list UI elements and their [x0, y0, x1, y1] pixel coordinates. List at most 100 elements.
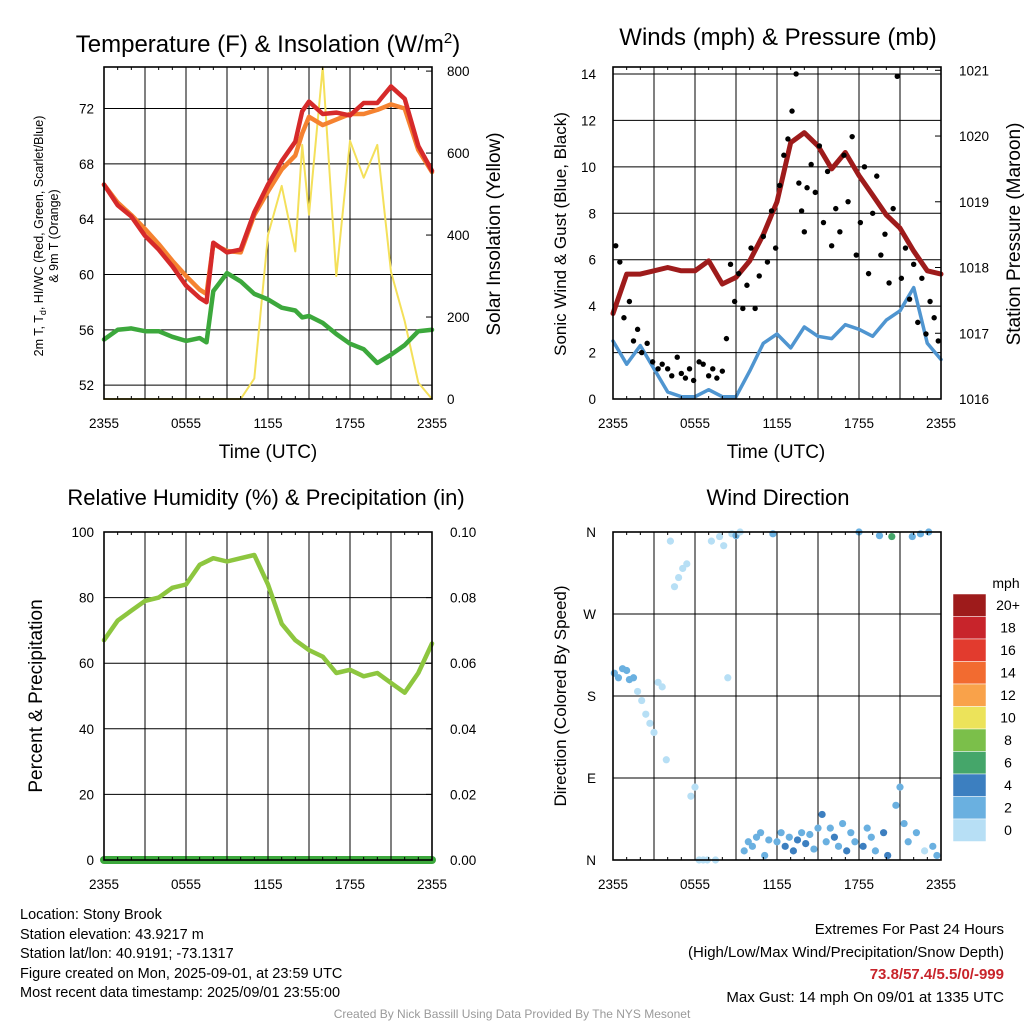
winds-x-axis-label: Time (UTC) — [727, 442, 826, 463]
dir-x-tick-label: 0555 — [680, 877, 710, 892]
dir-legend-swatch — [952, 661, 987, 685]
rh-y-tick-label: 40 — [79, 722, 94, 737]
dir-x-tick-label: 1155 — [762, 877, 791, 892]
dir-legend-label: 0 — [1004, 822, 1012, 838]
winds-gust-point — [690, 377, 697, 384]
dir-scatter-point — [638, 696, 646, 705]
dir-legend-label: 12 — [1000, 687, 1016, 703]
rh-y2-tick-label: 0.06 — [450, 656, 476, 671]
dir-legend-label: 2 — [1004, 800, 1012, 816]
dir-scatter-point — [670, 583, 679, 591]
dir-scatter-point — [912, 829, 921, 837]
winds-gust-point — [748, 245, 754, 251]
rh-y-axis-label: Percent & Precipitation — [26, 599, 47, 792]
dir-scatter-point — [761, 851, 769, 860]
dir-legend-label: 6 — [1004, 755, 1012, 771]
temp-y-axis-line-1: 2m T, T — [32, 315, 46, 357]
dir-legend-label: 14 — [1000, 665, 1016, 681]
extremes-info: Extremes For Past 24 Hours (High/Low/Max… — [688, 919, 1004, 1009]
rh-y2-tick-label: 0.08 — [450, 591, 476, 606]
temp-series-line — [101, 270, 435, 366]
dir-scatter-point — [822, 838, 830, 846]
winds-grid — [653, 67, 901, 399]
dir-scatter-point — [896, 783, 904, 791]
winds-gust-point — [644, 340, 650, 346]
winds-gust-point — [678, 370, 685, 377]
winds-gust-point — [760, 233, 767, 240]
winds-gust-point — [789, 108, 795, 114]
dir-legend-swatch — [952, 796, 987, 820]
temp-y-tick-label: 72 — [79, 102, 94, 117]
winds-gust-point — [768, 208, 775, 214]
winds-gust-point — [865, 270, 872, 277]
dir-scatter-point — [900, 819, 908, 828]
temp-y2-tick-label: 800 — [447, 64, 470, 79]
dir-scatter-point — [798, 829, 806, 837]
dir-scatter-point — [904, 838, 912, 846]
dir-scatter-point — [859, 842, 867, 850]
dir-scatter-point — [785, 833, 793, 841]
location-text: Location: Stony Brook — [20, 907, 162, 923]
dir-legend-swatch — [952, 593, 987, 617]
dir-scatter-point — [773, 838, 781, 846]
winds-gust-point — [705, 373, 712, 379]
temp-chart-title: Temperature (F) & Insolation (W/m2) — [76, 30, 460, 58]
winds-gust-point — [798, 208, 805, 214]
dir-scatter-point — [781, 842, 789, 850]
dir-scatter-point — [724, 674, 732, 682]
station-info: Location: Stony Brook Station elevation:… — [20, 906, 342, 1004]
created-text: Figure created on Mon, 2025-09-01, at 23… — [20, 965, 343, 982]
dir-scatter-point — [921, 847, 929, 855]
temp-y-axis-line-2: & 9m T (Orange) — [47, 189, 61, 282]
winds-y2-tick-label: 1016 — [959, 392, 989, 407]
winds-gust-point — [659, 361, 665, 367]
winds-gust-point — [710, 366, 716, 372]
winds-y2-axis-label: Station Pressure (Maroon) — [1004, 123, 1024, 346]
winds-pressure-line — [610, 130, 944, 316]
winds-gust-point — [793, 71, 799, 77]
dir-scatter-point — [810, 845, 818, 853]
dir-scatter-point — [806, 830, 814, 839]
dir-legend-swatch — [952, 818, 987, 842]
dir-legend-label: 4 — [1004, 777, 1012, 793]
winds-y2-tick-label: 1018 — [959, 261, 989, 276]
dir-scatter-point — [818, 810, 826, 819]
winds-gust-point — [613, 243, 619, 249]
max-gust-text: Max Gust: 14 mph On 09/01 at 1335 UTC — [726, 988, 1004, 1006]
winds-gust-point — [777, 182, 783, 189]
winds-gust-point — [935, 338, 941, 344]
winds-gust-point — [740, 305, 746, 312]
dir-scatter-point — [646, 719, 654, 727]
dir-scatter-point — [629, 674, 638, 682]
winds-y2-tick-label: 1019 — [959, 195, 989, 210]
dir-scatter-point — [793, 836, 802, 844]
dir-y-tick-label: N — [586, 853, 596, 868]
temp-y-tick-label: 68 — [79, 157, 94, 172]
dir-legend-label: 18 — [1000, 620, 1016, 636]
winds-gust-point — [714, 375, 720, 381]
winds-gust-point — [764, 259, 771, 265]
winds-gust-point — [639, 349, 645, 356]
winds-gust-point — [837, 229, 843, 235]
dir-y-tick-label: S — [587, 689, 596, 704]
dir-scatter-point — [933, 851, 941, 860]
winds-gust-point — [649, 359, 656, 365]
winds-y-tick-label: 0 — [588, 392, 596, 407]
winds-gust-point — [772, 245, 779, 251]
winds-gust-point — [910, 261, 917, 268]
extremes-description: (High/Low/Max Wind/Precipitation/Snow De… — [688, 943, 1004, 961]
temp-x-axis-label: Time (UTC) — [219, 442, 318, 463]
dir-scatter-point — [716, 532, 724, 541]
dir-scatter-point — [871, 847, 880, 855]
temp-y-axis-line-1b: , HI/WC (Red, Green, Scarlet/Blue) — [32, 116, 46, 311]
winds-y-tick-label: 14 — [581, 67, 597, 82]
dir-x-tick-label: 1755 — [844, 877, 874, 892]
dir-scatter-point — [880, 829, 888, 837]
winds-gust-point — [736, 270, 742, 277]
dir-chart-title: Wind Direction — [706, 485, 849, 510]
winds-gust-point — [853, 252, 859, 258]
winds-gust-point — [845, 198, 851, 205]
dir-scatter-point — [929, 842, 937, 850]
dir-scatter-point — [830, 833, 839, 841]
winds-gust-point — [785, 136, 791, 142]
